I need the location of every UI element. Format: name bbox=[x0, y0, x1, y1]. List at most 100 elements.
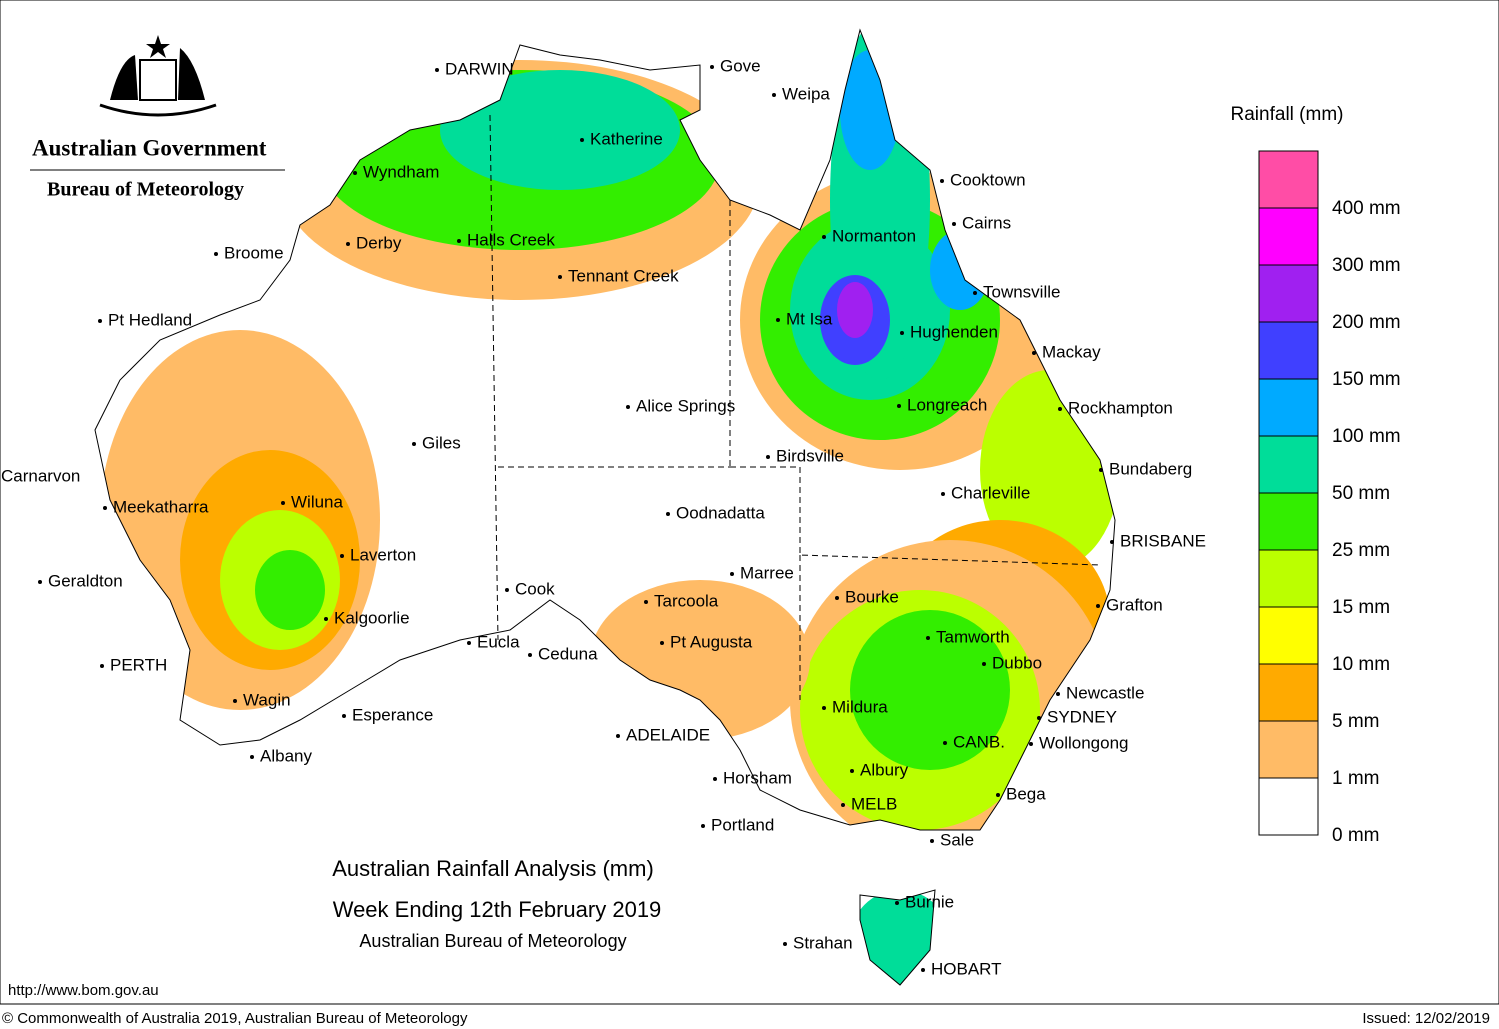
place-dot bbox=[895, 901, 899, 905]
place-label: Bourke bbox=[845, 587, 899, 606]
place-dot bbox=[467, 641, 471, 645]
place-dot bbox=[783, 942, 787, 946]
place-label: Laverton bbox=[350, 545, 416, 564]
legend-swatch bbox=[1258, 321, 1319, 380]
place-label: Tarcoola bbox=[654, 591, 719, 610]
place-dot bbox=[103, 506, 107, 510]
place-dot bbox=[100, 664, 104, 668]
place-dot bbox=[250, 755, 254, 759]
place-label: Marree bbox=[740, 563, 794, 582]
legend-swatch bbox=[1258, 264, 1319, 323]
place-label: Esperance bbox=[352, 705, 433, 724]
place-label: Wiluna bbox=[291, 492, 344, 511]
place-dot bbox=[841, 803, 845, 807]
place-dot bbox=[324, 617, 328, 621]
place-label: MELB bbox=[851, 794, 897, 813]
place-label: Cooktown bbox=[950, 170, 1026, 189]
place-dot bbox=[900, 331, 904, 335]
place-label: Broome bbox=[224, 243, 284, 262]
place-label: Eucla bbox=[477, 632, 520, 651]
place-label: Halls Creek bbox=[467, 230, 555, 249]
place-dot bbox=[281, 501, 285, 505]
place-label: Bega bbox=[1006, 784, 1046, 803]
place-dot bbox=[943, 741, 947, 745]
legend-title: Rainfall (mm) bbox=[1231, 104, 1344, 125]
government-title: Australian Government bbox=[32, 135, 267, 160]
place-label: Townsville bbox=[983, 282, 1060, 301]
place-dot bbox=[98, 319, 102, 323]
place-label: Burnie bbox=[905, 892, 954, 911]
legend-label: 300 mm bbox=[1332, 255, 1401, 276]
legend-label: 150 mm bbox=[1332, 369, 1401, 390]
place-dot bbox=[626, 405, 630, 409]
place-label: Mildura bbox=[832, 697, 888, 716]
place-label: Ceduna bbox=[538, 644, 598, 663]
place-dot bbox=[926, 636, 930, 640]
legend-label: 200 mm bbox=[1332, 312, 1401, 333]
place-dot bbox=[772, 93, 776, 97]
legend-swatch bbox=[1258, 606, 1319, 665]
place-dot bbox=[580, 138, 584, 142]
place-label: Normanton bbox=[832, 226, 916, 245]
place-dot bbox=[941, 492, 945, 496]
legend-swatch bbox=[1258, 549, 1319, 608]
place-dot bbox=[973, 291, 977, 295]
place-label: Mackay bbox=[1042, 342, 1101, 361]
place-label: Derby bbox=[356, 233, 402, 252]
place-label: Kalgoorlie bbox=[334, 608, 410, 627]
place-label: Grafton bbox=[1106, 595, 1163, 614]
legend-swatch bbox=[1258, 435, 1319, 494]
legend-swatch bbox=[1258, 492, 1319, 551]
place-dot bbox=[233, 699, 237, 703]
place-dot bbox=[644, 600, 648, 604]
map-title: Australian Rainfall Analysis (mm) bbox=[332, 856, 654, 881]
place-label: DARWIN bbox=[445, 59, 514, 78]
place-label: Katherine bbox=[590, 129, 663, 148]
place-dot bbox=[897, 404, 901, 408]
place-label: Wagin bbox=[243, 690, 291, 709]
legend-label: 1 mm bbox=[1332, 768, 1380, 789]
place-dot bbox=[346, 242, 350, 246]
place-label: Hughenden bbox=[910, 322, 998, 341]
place-dot bbox=[528, 653, 532, 657]
place-label: SYDNEY bbox=[1047, 707, 1117, 726]
place-label: Cairns bbox=[962, 213, 1011, 232]
place-dot bbox=[660, 641, 664, 645]
place-label: Carnarvon bbox=[1, 466, 80, 485]
legend-label: 400 mm bbox=[1332, 198, 1401, 219]
place-label: Mt Isa bbox=[786, 309, 833, 328]
map-subtitle: Week Ending 12th February 2019 bbox=[333, 897, 662, 922]
legend-swatch bbox=[1258, 150, 1319, 209]
bureau-title: Bureau of Meteorology bbox=[47, 179, 244, 201]
place-label: Portland bbox=[711, 815, 774, 834]
place-label: CANB. bbox=[953, 732, 1005, 751]
place-dot bbox=[505, 588, 509, 592]
place-dot bbox=[1056, 692, 1060, 696]
place-dot bbox=[214, 252, 218, 256]
place-label: Charleville bbox=[951, 483, 1030, 502]
mainland-outline bbox=[94, 28, 1116, 831]
place-label: Meekatharra bbox=[113, 497, 209, 516]
place-label: Wollongong bbox=[1039, 733, 1128, 752]
place-dot bbox=[822, 706, 826, 710]
legend-label: 50 mm bbox=[1332, 483, 1390, 504]
place-label: Cook bbox=[515, 579, 555, 598]
place-label: Tamworth bbox=[936, 627, 1010, 646]
place-label: Albany bbox=[260, 746, 312, 765]
place-label: Albury bbox=[860, 760, 909, 779]
place-dot bbox=[1029, 742, 1033, 746]
legend-label: 25 mm bbox=[1332, 540, 1390, 561]
place-dot bbox=[435, 68, 439, 72]
legend-label: 100 mm bbox=[1332, 426, 1401, 447]
place-label: Horsham bbox=[723, 768, 792, 787]
place-label: Gove bbox=[720, 56, 761, 75]
place-dot bbox=[982, 662, 986, 666]
place-dot bbox=[1110, 540, 1114, 544]
footer-url: http://www.bom.gov.au bbox=[8, 982, 159, 999]
place-label: Newcastle bbox=[1066, 683, 1144, 702]
place-label: Tennant Creek bbox=[568, 266, 679, 285]
place-dot bbox=[353, 171, 357, 175]
legend-swatch bbox=[1258, 720, 1319, 779]
place-dot bbox=[616, 734, 620, 738]
